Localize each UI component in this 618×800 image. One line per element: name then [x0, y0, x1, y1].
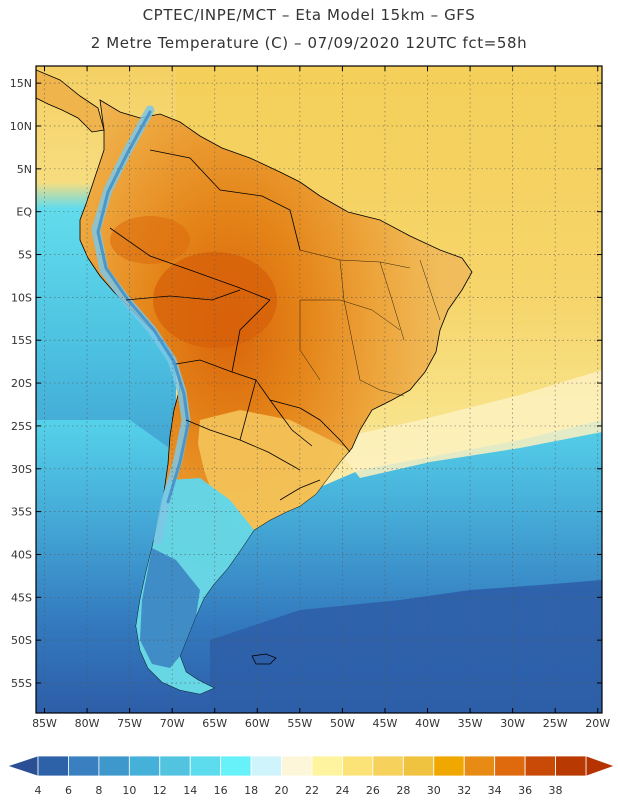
- colorbar-swatch: [128, 755, 161, 777]
- temperature-map: 15N 10N 5N EQ 5S 10S 15S 20S 25S 30S 35S 40S 45S 50S 5…: [10, 65, 610, 730]
- lon-label: 50W: [330, 717, 355, 730]
- map-frame: [35, 65, 603, 714]
- hot-core-north: [110, 216, 190, 264]
- lon-label: 80W: [75, 717, 100, 730]
- colorbar-label: 26: [366, 784, 380, 797]
- colorbar-swatch: [98, 755, 130, 777]
- lon-label: 85W: [32, 717, 57, 730]
- colorbar-label: 10: [122, 784, 136, 797]
- colorbar-swatch: [311, 755, 343, 777]
- lat-label: 45S: [11, 591, 32, 604]
- map-subtitle: 2 Metre Temperature (C) – 07/09/2020 12U…: [90, 34, 528, 52]
- colorbar-swatch: [433, 755, 465, 777]
- lon-label: 25W: [543, 717, 568, 730]
- colorbar-swatch: [189, 755, 222, 777]
- map-title: CPTEC/INPE/MCT – Eta Model 15km – GFS: [142, 6, 476, 24]
- lon-label: 40W: [415, 717, 440, 730]
- lon-label: 75W: [117, 717, 142, 730]
- lat-label: 15N: [10, 77, 32, 90]
- lon-label: 55W: [287, 717, 312, 730]
- colorbar-swatch: [342, 755, 374, 777]
- lat-label: 10N: [10, 120, 32, 133]
- colorbar-swatch: [463, 755, 496, 777]
- lon-label: 45W: [373, 717, 398, 730]
- lat-label: 55S: [11, 677, 32, 690]
- colorbar-swatch: [220, 755, 252, 777]
- cold-patagonia: [140, 548, 200, 668]
- warm-atlantic-band: [330, 370, 602, 478]
- colorbar-swatch: [524, 755, 556, 777]
- colorbar-label: 16: [214, 784, 228, 797]
- colorbar-label: 14: [183, 784, 197, 797]
- colorbar-label: 20: [275, 784, 289, 797]
- colorbar-label: 30: [427, 784, 441, 797]
- cold-ocean-band: [210, 580, 602, 713]
- lon-label: 70W: [160, 717, 185, 730]
- colorbar-swatch: [37, 755, 69, 777]
- lat-label: 40S: [11, 548, 32, 561]
- lat-label: 30S: [11, 463, 32, 476]
- colorbar-swatch: [494, 755, 526, 777]
- colorbar-label: 6: [65, 784, 72, 797]
- lon-label: 30W: [500, 717, 525, 730]
- colorbar-label: 38: [549, 784, 563, 797]
- falkland-islands: [251, 653, 277, 665]
- map-area: [36, 66, 602, 713]
- colorbar-label: 12: [153, 784, 167, 797]
- colorbar-label: 18: [244, 784, 258, 797]
- colorbar-swatch: [555, 755, 587, 777]
- colorbar-swatch: [159, 755, 191, 777]
- lat-label: 25S: [11, 420, 32, 433]
- lat-label: 35S: [11, 506, 32, 519]
- colorbar-label: 4: [35, 784, 42, 797]
- lon-label: 35W: [458, 717, 483, 730]
- lon-label: 20W: [585, 717, 610, 730]
- colorbar-label: 36: [518, 784, 532, 797]
- lon-label: 65W: [202, 717, 227, 730]
- colorbar-label: 22: [305, 784, 319, 797]
- longitude-ticks: 85W 80W 75W 70W 65W 60W 55W 50W 45W 40W 35W 30W 25W 2…: [32, 66, 610, 730]
- colorbar-over-triangle: [585, 755, 615, 777]
- colorbar-swatch: [402, 755, 435, 777]
- lat-label: 20S: [11, 377, 32, 390]
- lat-label: 50S: [11, 634, 32, 647]
- lat-label: 5S: [18, 249, 32, 262]
- lat-label: 10S: [11, 291, 32, 304]
- colorbar-label: 28: [396, 784, 410, 797]
- colorbar-swatch: [68, 755, 100, 777]
- lat-label: 15S: [11, 334, 32, 347]
- colorbar-label: 34: [488, 784, 502, 797]
- lat-label: EQ: [16, 206, 32, 219]
- colorbar-swatch: [372, 755, 404, 777]
- country-borders: [109, 149, 351, 501]
- latitude-ticks: 15N 10N 5N EQ 5S 10S 15S 20S 25S 30S 35S 40S 45S 50S 5…: [10, 77, 602, 690]
- colorbar-under-triangle: [7, 755, 39, 777]
- andes-ridge-core: [96, 110, 190, 504]
- colorbar-label: 32: [457, 784, 471, 797]
- colorbar-swatch: [250, 755, 282, 777]
- lon-label: 60W: [245, 717, 270, 730]
- lat-label: 5N: [17, 163, 32, 176]
- colorbar-swatch: [281, 755, 313, 777]
- colorbar-label: 8: [95, 784, 102, 797]
- colorbar-label: 24: [335, 784, 349, 797]
